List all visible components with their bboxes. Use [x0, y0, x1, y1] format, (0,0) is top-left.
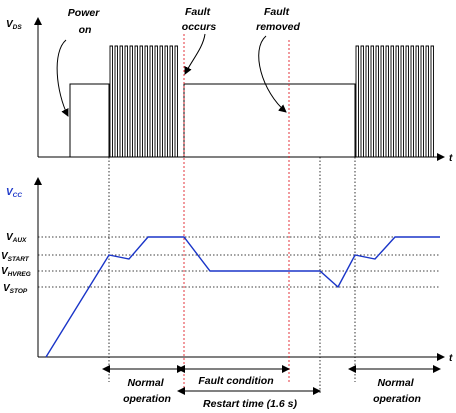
event-guides	[108, 157, 356, 394]
normal-operation-1-label: Normal operation	[123, 377, 171, 405]
fault-occurs-arrow	[184, 33, 206, 75]
switching-pulses	[355, 45, 436, 158]
fault-condition-label: Fault condition	[198, 375, 273, 387]
power-on-arrow	[56, 39, 69, 117]
normal-operation-2-label: Normal operation	[373, 377, 421, 405]
level-label-vstop: VSTOP	[3, 283, 28, 295]
vds-switching-burst-1	[109, 45, 180, 158]
fault-markers	[183, 34, 290, 394]
level-label-vhvreg: VHVREG	[1, 266, 31, 278]
vds-waveform-startup	[38, 83, 110, 158]
fault-occurs-label: Fault occurs	[182, 6, 217, 33]
level-guides	[38, 236, 440, 288]
vcc-trace	[45, 236, 440, 358]
restart-time-label: Restart time (1.6 s)	[203, 398, 297, 410]
switching-pulses	[109, 45, 180, 158]
vcc-axis-label: VCC	[6, 187, 22, 199]
level-label-vaux: VAUX	[6, 232, 27, 244]
vds-waveform-fault	[183, 83, 356, 157]
power-on-label: Power on	[68, 7, 102, 36]
vds-switching-burst-2	[355, 45, 436, 158]
bottom-time-label: t	[449, 353, 453, 364]
fault-removed-arrow	[258, 35, 287, 113]
level-label-vstart: VSTART	[1, 251, 30, 263]
vds-axis-label: VDS	[6, 19, 22, 31]
fault-removed-label: Fault removed	[256, 6, 300, 33]
top-time-label: t	[449, 153, 453, 164]
